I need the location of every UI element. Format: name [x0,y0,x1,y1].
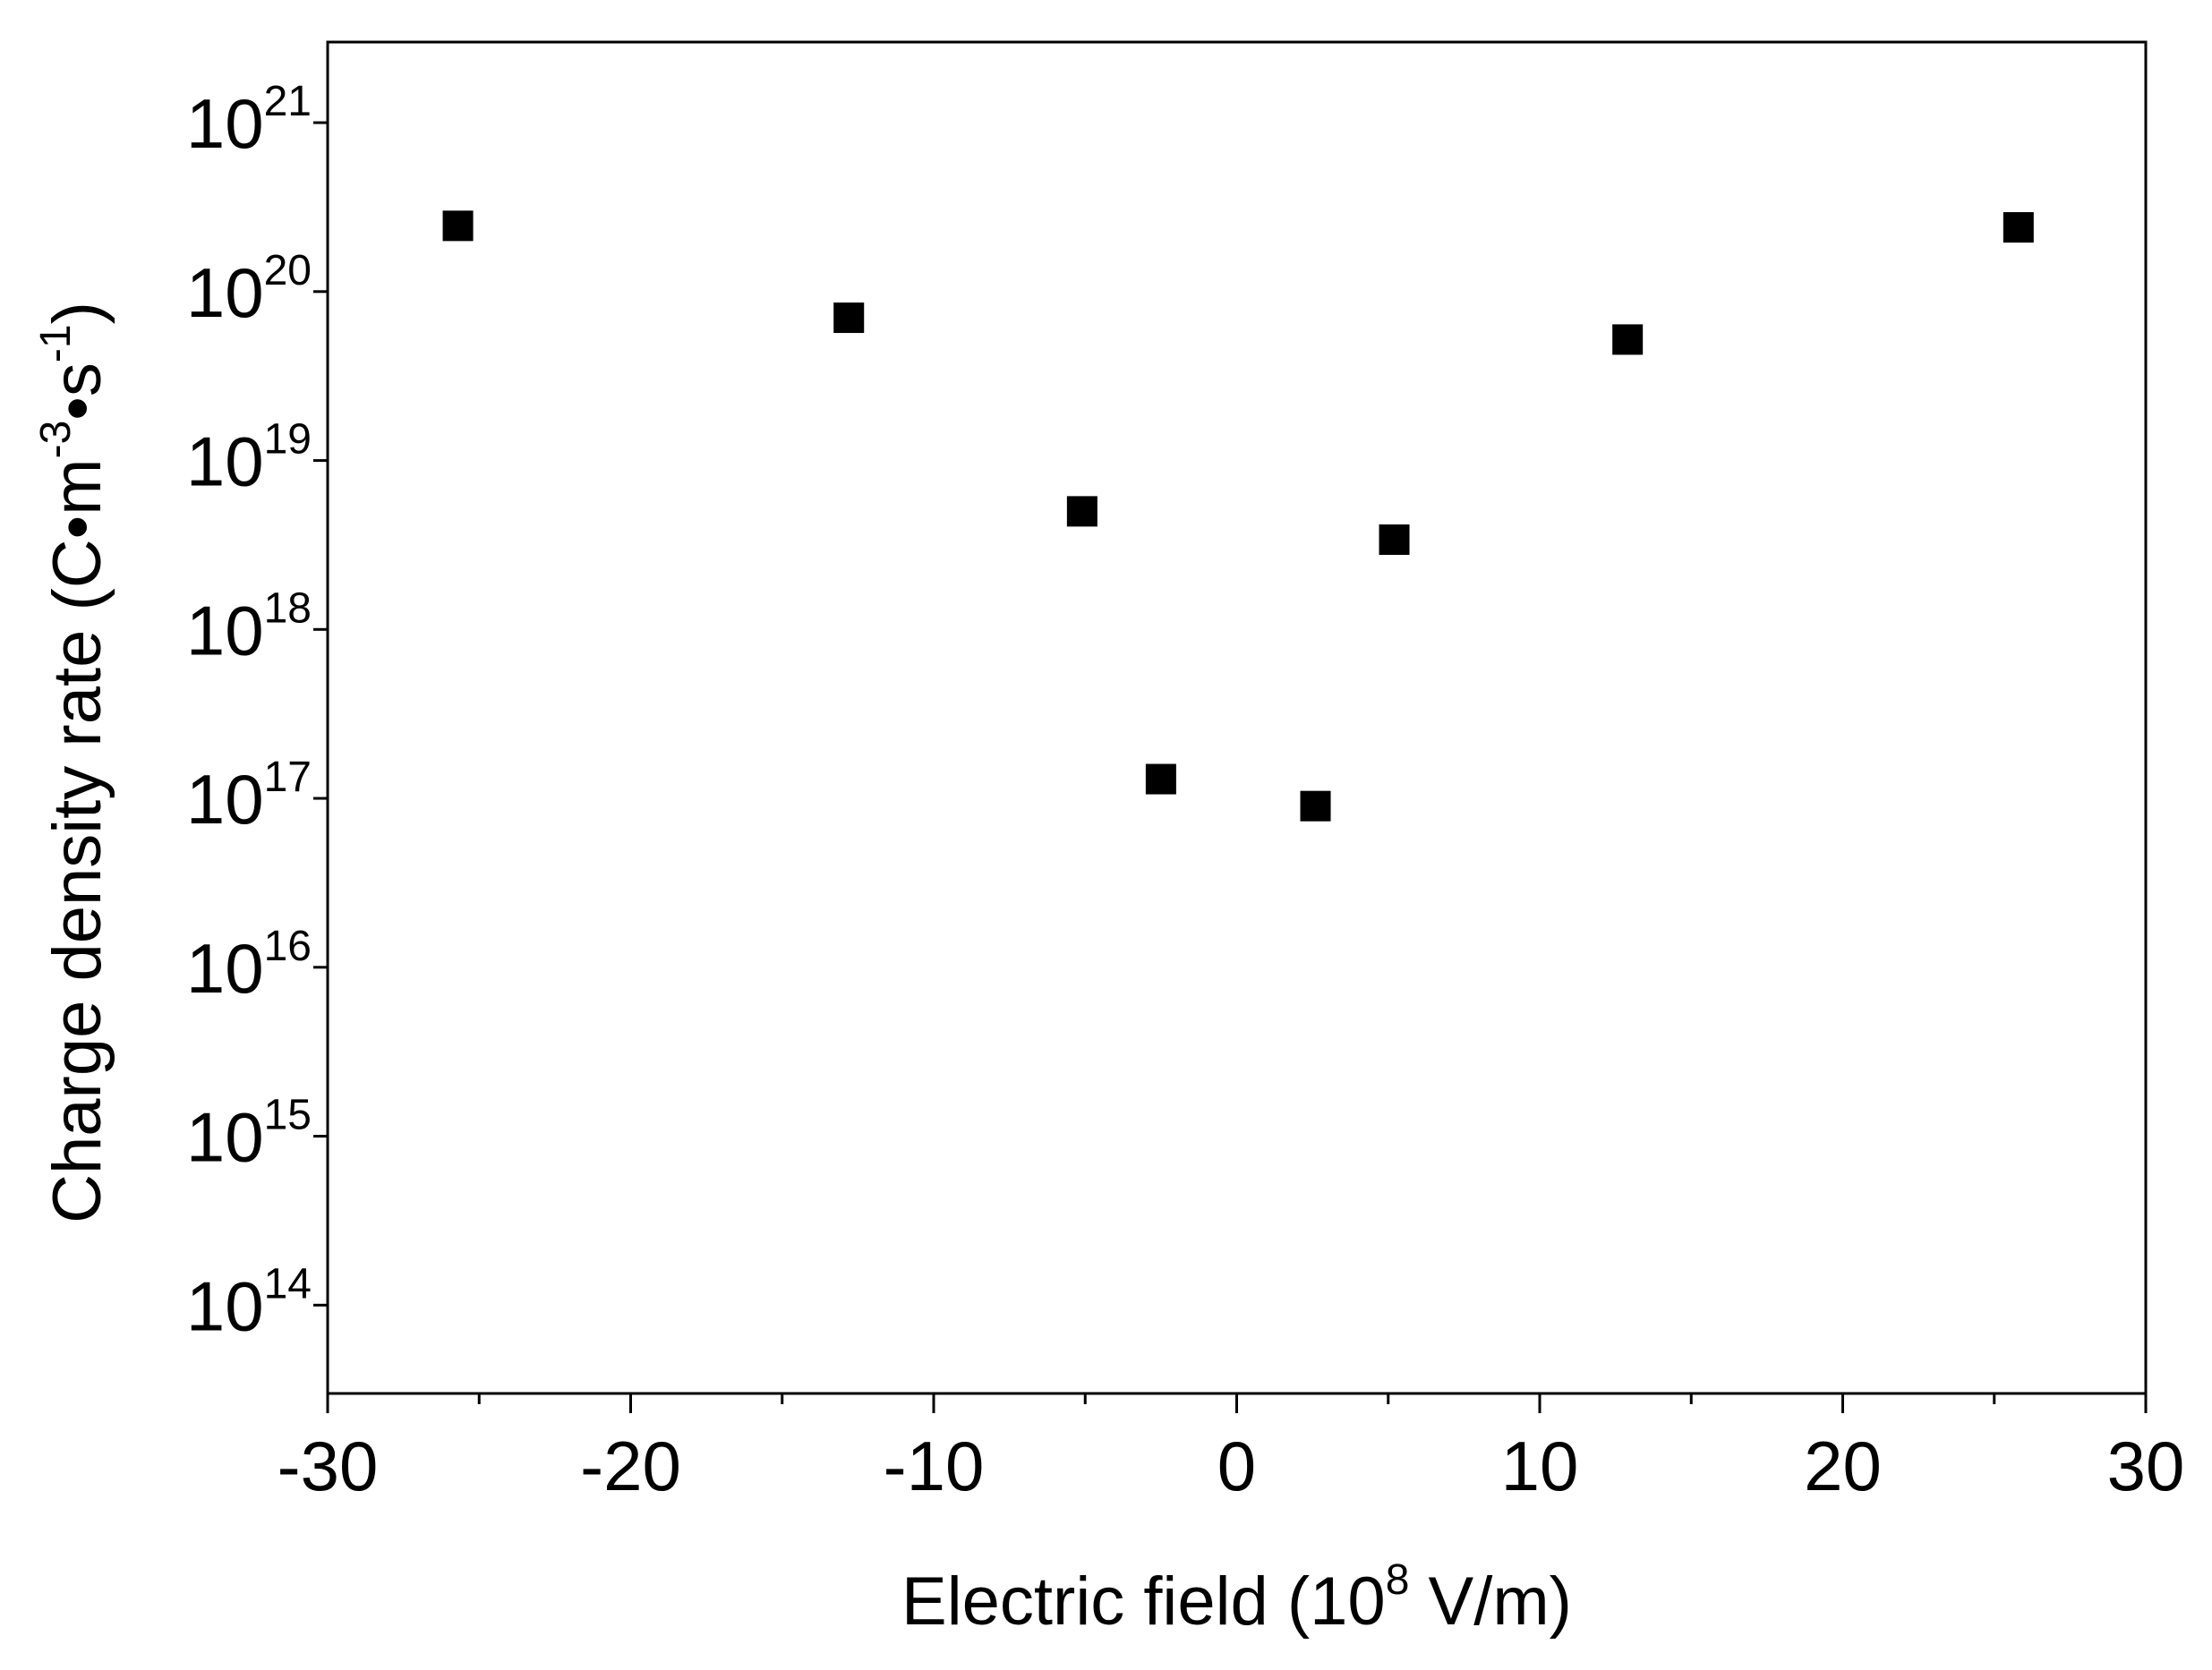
y-tick-base: 10 [186,1098,264,1177]
y-tick-exponent: 19 [264,416,312,464]
y-tick-base: 10 [186,1266,264,1345]
y-tick-label: 1015 [186,1092,312,1177]
data-point [1300,790,1331,822]
y-tick-exponent: 21 [264,78,312,125]
y-tick-label: 1020 [186,247,312,332]
axis-label-part: •s [39,362,115,421]
data-point [833,302,865,334]
plot-frame [326,40,2148,1395]
y-tick-exponent: 14 [264,1260,312,1308]
y-tick-label: 1014 [186,1260,312,1345]
y-tick-exponent: 18 [264,584,312,632]
y-tick-label: 1017 [186,754,312,839]
data-point [442,210,474,242]
y-tick-exponent: 20 [264,247,312,294]
data-point [2003,212,2034,243]
x-tick-label: -30 [278,1427,379,1505]
x-tick-label: 30 [2107,1427,2185,1505]
data-point [1145,763,1176,795]
y-tick-base: 10 [186,760,264,839]
axis-label-part: Electric field (10 [901,1563,1386,1640]
axis-label-part: Charge density rate (C•m [39,458,115,1223]
y-axis-label: Charge density rate (C•m-3•s-1) [32,302,115,1223]
axis-label-part: V/m) [1409,1563,1572,1640]
y-tick-label: 1019 [186,416,312,501]
x-axis-label: Electric field (108 V/m) [901,1556,1572,1640]
x-tick-label: 20 [1804,1427,1882,1505]
axis-label-sup: -3 [32,421,80,459]
data-point [1379,524,1410,555]
data-point [1612,324,1644,355]
axis-label-part: ) [39,302,115,324]
x-tick-label: -10 [884,1427,985,1505]
axis-label-sup: 8 [1386,1556,1410,1604]
axis-label-sup: -1 [32,324,80,362]
y-tick-base: 10 [186,591,264,669]
y-tick-base: 10 [186,422,264,501]
x-tick-label: 10 [1501,1427,1579,1505]
y-tick-label: 1021 [186,78,312,163]
y-tick-base: 10 [186,253,264,332]
x-tick-label: 0 [1217,1427,1256,1505]
y-tick-label: 1018 [186,584,312,669]
x-tick-label: -20 [580,1427,681,1505]
y-tick-label: 1016 [186,923,312,1008]
y-tick-base: 10 [186,84,264,163]
y-tick-exponent: 16 [264,923,312,970]
y-tick-exponent: 15 [264,1092,312,1139]
y-tick-base: 10 [186,929,264,1008]
y-tick-exponent: 17 [264,754,312,801]
data-point [1066,496,1097,527]
